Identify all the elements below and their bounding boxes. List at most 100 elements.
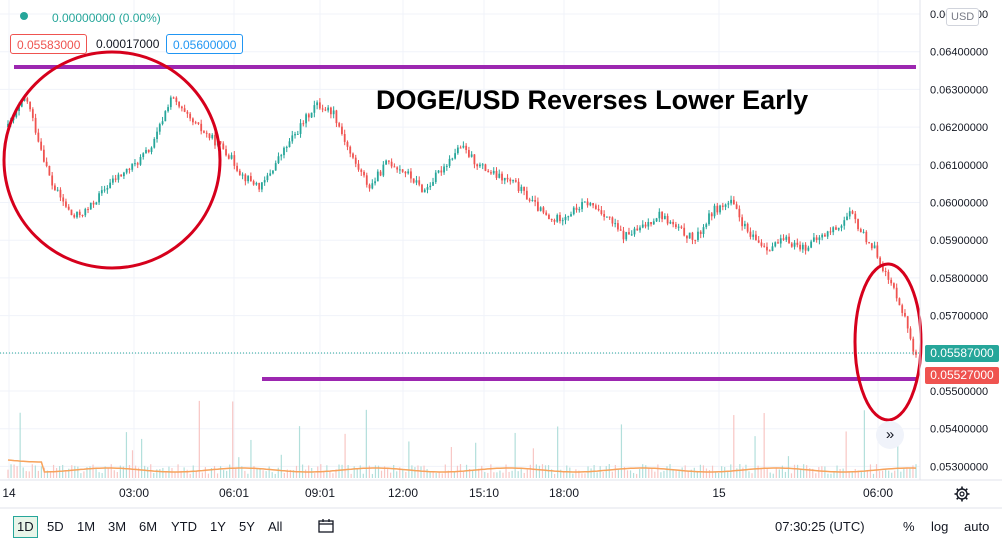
candle-body bbox=[291, 135, 294, 142]
volume-bar bbox=[608, 464, 610, 478]
timeframe-button-ytd[interactable]: YTD bbox=[171, 519, 197, 534]
ask-price[interactable]: 0.05600000 bbox=[166, 34, 244, 54]
candle-body bbox=[156, 131, 158, 140]
candle-body bbox=[774, 242, 777, 247]
candle-body bbox=[724, 204, 727, 207]
volume-bar bbox=[778, 469, 780, 478]
volume-bar bbox=[684, 465, 686, 478]
candle-body bbox=[476, 164, 479, 167]
candle-body bbox=[255, 182, 258, 185]
candle-body bbox=[708, 213, 710, 225]
candle-body bbox=[261, 182, 263, 190]
volume-bar bbox=[751, 473, 753, 478]
volume-bar bbox=[402, 468, 404, 478]
volume-bar bbox=[7, 469, 9, 478]
candle-body bbox=[846, 216, 848, 221]
currency-badge[interactable]: USD bbox=[946, 8, 980, 26]
volume-bar bbox=[122, 466, 124, 478]
candle-body bbox=[677, 226, 680, 228]
candle-body bbox=[222, 143, 225, 150]
candle-body bbox=[652, 221, 655, 225]
volume-bar bbox=[651, 468, 653, 478]
candle-body bbox=[404, 171, 407, 174]
time-tick-label: 14 bbox=[2, 486, 16, 500]
volume-bar bbox=[654, 471, 656, 478]
timeframe-button-all[interactable]: All bbox=[268, 519, 283, 534]
bid-price[interactable]: 0.05583000 bbox=[10, 34, 88, 54]
auto-toggle[interactable]: auto bbox=[964, 519, 990, 534]
volume-bar bbox=[681, 467, 683, 478]
volume-bar bbox=[450, 446, 452, 478]
candle-body bbox=[67, 206, 70, 210]
volume-bar bbox=[866, 469, 869, 478]
candle-body bbox=[412, 178, 415, 183]
volume-bar bbox=[383, 466, 386, 478]
candle-body bbox=[73, 215, 76, 218]
timeframe-button-1m[interactable]: 1M bbox=[77, 519, 96, 534]
volume-bar bbox=[812, 468, 814, 478]
volume-bar bbox=[46, 470, 49, 478]
candle-body bbox=[829, 231, 832, 233]
volume-bar bbox=[632, 472, 635, 478]
volume-bar bbox=[80, 473, 82, 478]
candle-body bbox=[807, 247, 810, 251]
volume-bar bbox=[663, 470, 665, 478]
candle-body bbox=[691, 232, 694, 240]
candle-body bbox=[456, 147, 459, 154]
volume-bar bbox=[772, 473, 774, 478]
volume-bar bbox=[563, 471, 565, 478]
volume-bar bbox=[578, 470, 580, 478]
timeframe-button-5d[interactable]: 5D bbox=[47, 519, 64, 534]
volume-bar bbox=[906, 467, 908, 478]
price-tick-label: 0.06200000 bbox=[930, 122, 988, 134]
candle-body bbox=[826, 231, 829, 237]
candle-body bbox=[269, 173, 272, 176]
timeframe-button-1d[interactable]: 1D bbox=[13, 516, 38, 538]
log-toggle[interactable]: log bbox=[931, 519, 949, 534]
utc-clock[interactable]: 07:30:25 (UTC) bbox=[775, 519, 865, 534]
candle-body bbox=[147, 149, 150, 152]
volume-bar bbox=[669, 464, 671, 478]
candle-body bbox=[683, 227, 686, 236]
volume-bar bbox=[204, 467, 206, 478]
candle-body bbox=[371, 183, 374, 189]
timeframe-button-5y[interactable]: 5Y bbox=[239, 519, 255, 534]
level-price-tag: 0.05527000 bbox=[925, 367, 999, 384]
volume-bar bbox=[538, 465, 541, 478]
volume-bar bbox=[550, 469, 553, 478]
candle-body bbox=[70, 209, 73, 216]
gear-icon[interactable] bbox=[954, 486, 970, 502]
candle-body bbox=[266, 175, 269, 181]
candle-body bbox=[467, 150, 470, 157]
candle-body bbox=[492, 170, 495, 174]
timeframe-button-3m[interactable]: 3M bbox=[108, 519, 127, 534]
scroll-to-realtime-button[interactable]: » bbox=[876, 421, 904, 449]
candle-body bbox=[288, 141, 291, 148]
candle-body bbox=[194, 122, 197, 124]
compare-calendar-icon[interactable] bbox=[318, 519, 334, 533]
candle-body bbox=[738, 208, 741, 218]
candle-body bbox=[465, 145, 468, 151]
volume-bar bbox=[110, 464, 112, 478]
volume-bar bbox=[818, 467, 820, 478]
candle-body bbox=[31, 109, 34, 118]
candle-body bbox=[34, 117, 37, 133]
candle-body bbox=[550, 218, 553, 220]
timeframe-button-6m[interactable]: 6M bbox=[139, 519, 158, 534]
candle-body bbox=[445, 165, 448, 167]
timeframe-button-1y[interactable]: 1Y bbox=[210, 519, 226, 534]
volume-bar bbox=[660, 472, 662, 478]
volume-bar bbox=[642, 464, 644, 478]
percent-toggle[interactable]: % bbox=[903, 519, 915, 534]
volume-bar bbox=[636, 473, 638, 478]
volume-bar bbox=[793, 464, 796, 478]
candle-body bbox=[470, 154, 473, 157]
time-tick-label: 18:00 bbox=[549, 486, 579, 500]
candle-body bbox=[904, 312, 906, 317]
volume-bar bbox=[280, 454, 282, 478]
candle-body bbox=[597, 208, 600, 211]
volume-bar bbox=[107, 468, 109, 478]
candle-body bbox=[54, 185, 56, 191]
time-axis-labels: 14 03:00 06:01 09:01 12:00 15:10 18:00 15 06:00 bbox=[2, 486, 893, 500]
